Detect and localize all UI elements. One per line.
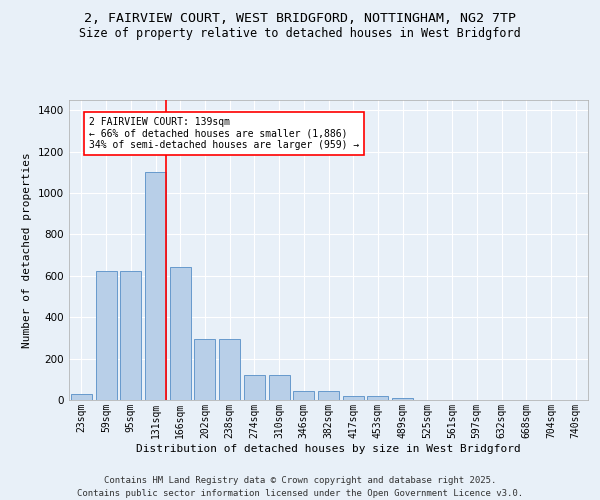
Text: 2, FAIRVIEW COURT, WEST BRIDGFORD, NOTTINGHAM, NG2 7TP: 2, FAIRVIEW COURT, WEST BRIDGFORD, NOTTI… (84, 12, 516, 26)
Bar (95, 270, 116, 400)
Bar (269, 375, 290, 400)
Text: 2 FAIRVIEW COURT: 139sqm
← 66% of detached houses are smaller (1,886)
34% of sem: 2 FAIRVIEW COURT: 139sqm ← 66% of detach… (89, 116, 359, 150)
Bar (170, 266, 191, 400)
Bar (145, 172, 166, 400)
Text: Contains HM Land Registry data © Crown copyright and database right 2025.: Contains HM Land Registry data © Crown c… (104, 476, 496, 485)
Bar (367, 396, 388, 400)
Bar (244, 375, 265, 400)
Bar (343, 396, 364, 400)
Bar (120, 270, 141, 400)
Bar (392, 398, 413, 400)
Text: Size of property relative to detached houses in West Bridgford: Size of property relative to detached ho… (79, 28, 521, 40)
Bar (194, 339, 215, 400)
Text: Contains public sector information licensed under the Open Government Licence v3: Contains public sector information licen… (77, 488, 523, 498)
Bar (318, 390, 339, 400)
Bar (293, 390, 314, 400)
Bar (219, 339, 240, 400)
Bar (71, 394, 92, 400)
Y-axis label: Number of detached properties: Number of detached properties (22, 152, 32, 348)
X-axis label: Distribution of detached houses by size in West Bridgford: Distribution of detached houses by size … (136, 444, 521, 454)
